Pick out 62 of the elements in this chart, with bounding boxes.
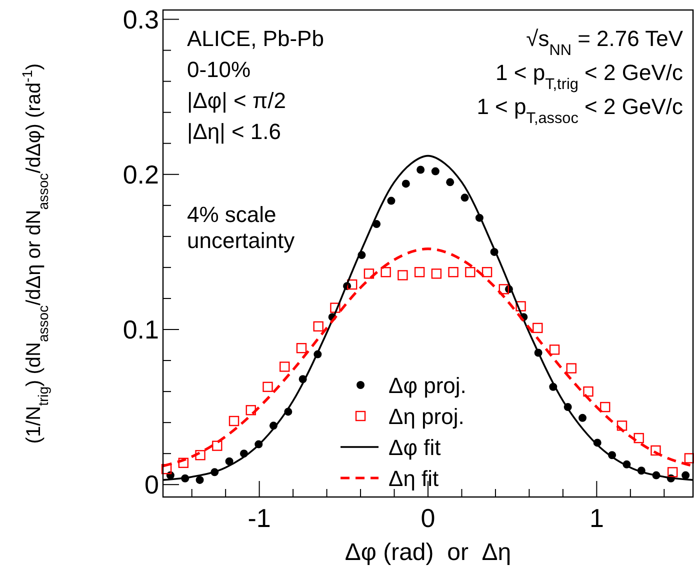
point (482, 267, 492, 278)
x-tick-label: 0 (420, 503, 436, 533)
annotation: |Δφ| < π/2 (187, 88, 286, 113)
point (296, 343, 307, 354)
point (498, 284, 510, 294)
point (446, 178, 454, 186)
annotation: 1 < p$_{T,trig}$ < 2 GeV/c (496, 60, 683, 92)
x-tick-label: 1 (589, 503, 604, 533)
point (387, 196, 396, 205)
x-axis-title: Δφ (rad) or Δη (344, 539, 512, 566)
point (650, 445, 661, 456)
point (402, 180, 410, 188)
point (225, 457, 234, 466)
y-tick-label: 0.3 (122, 4, 159, 34)
point (684, 453, 694, 464)
point (431, 167, 440, 176)
x-tick-label: -1 (248, 503, 271, 533)
point (212, 440, 222, 451)
point (313, 321, 324, 332)
point (460, 194, 469, 202)
y-tick-label: 0 (144, 470, 159, 500)
point (195, 450, 206, 460)
annotation: |Δη| < 1.6 (187, 119, 282, 144)
point (330, 302, 340, 313)
point (380, 267, 391, 278)
point (414, 267, 425, 278)
point (161, 464, 172, 474)
point (532, 322, 543, 334)
point (178, 458, 189, 468)
point (578, 414, 587, 422)
point (416, 166, 425, 174)
annotation: 0-10% (187, 57, 251, 82)
point (566, 363, 576, 374)
y-tick-label: 0.2 (122, 159, 159, 190)
point (228, 416, 240, 426)
point (682, 471, 690, 480)
y-tick-label: 0.1 (122, 314, 159, 344)
point (616, 420, 628, 431)
legend-label: Δφ proj. (388, 373, 466, 398)
point (465, 267, 476, 278)
point (398, 270, 408, 280)
point (262, 382, 273, 392)
legend-label: Δη proj. (388, 404, 464, 429)
point (667, 467, 678, 478)
point (634, 432, 644, 444)
legend-label: Δη fit (388, 466, 439, 491)
point (600, 402, 610, 412)
annotation: ALICE, Pb-Pb (187, 26, 324, 51)
point (431, 268, 442, 279)
point (364, 268, 374, 279)
point (448, 267, 458, 278)
legend-label: Δφ fit (388, 435, 441, 460)
point (246, 405, 256, 416)
annotation: 1 < p$_{T,assoc}$ < 2 GeV/c (476, 94, 683, 126)
annotation: √s$_{NN}$ = 2.76 TeV (526, 26, 684, 58)
point (346, 279, 358, 290)
point (549, 344, 560, 355)
point (516, 301, 526, 312)
point (583, 386, 594, 397)
point (196, 476, 204, 484)
point (280, 362, 290, 372)
annotation: 4% scale uncertainty (187, 202, 295, 253)
